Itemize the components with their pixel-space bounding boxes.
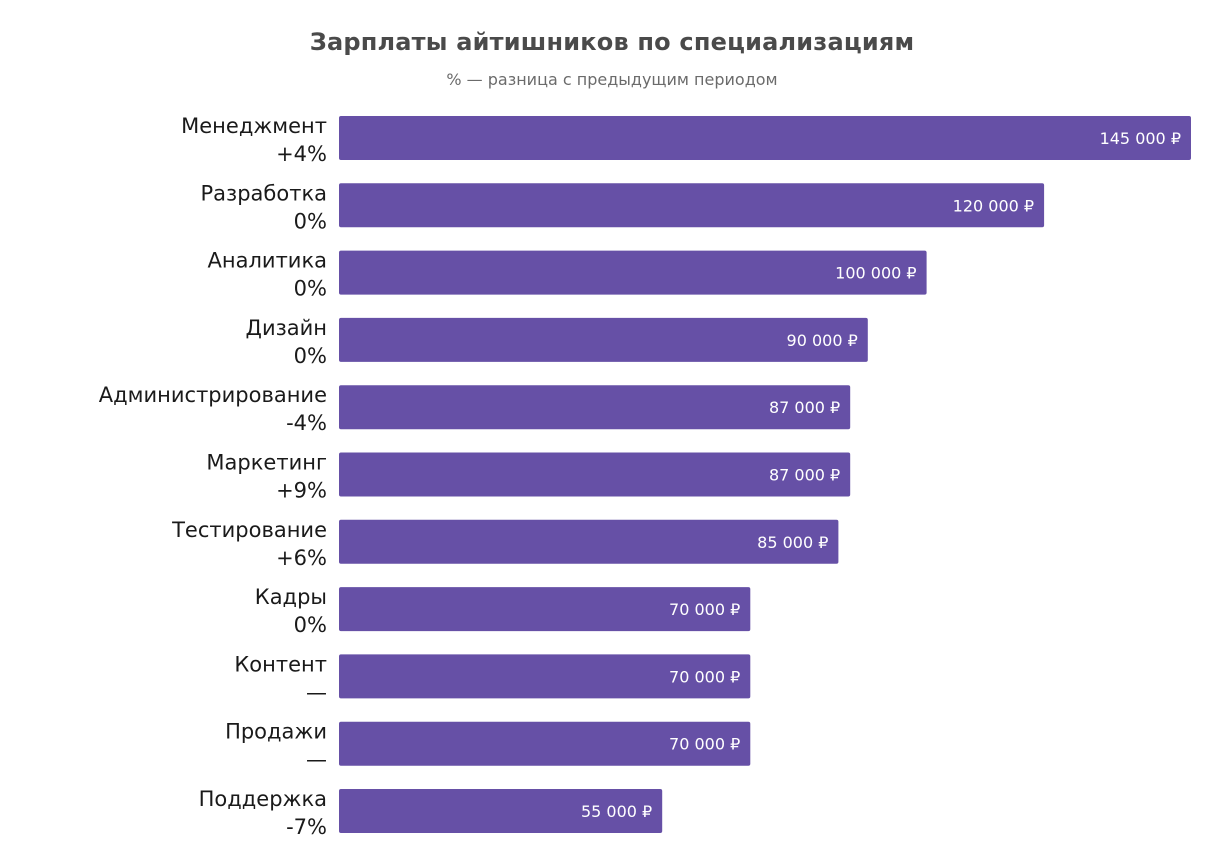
bar-value-label: 100 000 ₽: [835, 264, 916, 283]
category-label: Контент: [234, 652, 327, 676]
bar-value-label: 85 000 ₽: [757, 533, 828, 552]
bar-value-label: 70 000 ₽: [669, 600, 740, 619]
change-label: -4%: [286, 411, 327, 435]
change-label: —: [306, 680, 327, 704]
category-label: Разработка: [201, 181, 327, 205]
category-label: Продажи: [225, 720, 327, 744]
bar-value-label: 70 000 ₽: [669, 735, 740, 754]
change-label: 0%: [294, 209, 327, 233]
bar-value-label: 87 000 ₽: [769, 466, 840, 485]
change-label: -7%: [286, 815, 327, 839]
bar-6: [339, 452, 851, 497]
category-label: Дизайн: [246, 316, 327, 340]
bar-3: [339, 250, 927, 295]
bar-5: [339, 385, 851, 430]
bar-4: [339, 317, 868, 362]
bar-value-label: 120 000 ₽: [953, 196, 1034, 215]
change-label: 0%: [294, 613, 327, 637]
change-label: —: [306, 748, 327, 772]
chart-subtitle: % — разница с предыдущим периодом: [446, 70, 778, 89]
category-label: Поддержка: [199, 787, 327, 811]
bar-9: [339, 654, 751, 699]
category-label: Администрирование: [99, 383, 327, 407]
bar-2: [339, 183, 1045, 228]
bar-value-label: 145 000 ₽: [1100, 129, 1181, 148]
bar-value-label: 55 000 ₽: [581, 802, 652, 821]
bar-value-label: 90 000 ₽: [787, 331, 858, 350]
change-label: 0%: [294, 344, 327, 368]
bar-value-label: 70 000 ₽: [669, 667, 740, 686]
bar-7: [339, 519, 839, 564]
bar-1: [339, 116, 1191, 160]
bar-10: [339, 721, 751, 766]
chart-title: Зарплаты айтишников по специализациям: [309, 28, 915, 56]
category-label: Менеджмент: [181, 114, 327, 138]
bar-8: [339, 587, 751, 632]
category-label: Тестирование: [171, 518, 327, 542]
bar-11: [339, 789, 663, 833]
change-label: +6%: [276, 546, 327, 570]
category-label: Аналитика: [208, 249, 327, 273]
change-label: +4%: [276, 142, 327, 166]
change-label: +9%: [276, 479, 327, 503]
category-label: Маркетинг: [206, 451, 327, 475]
category-label: Кадры: [255, 585, 327, 609]
bar-value-label: 87 000 ₽: [769, 398, 840, 417]
change-label: 0%: [294, 277, 327, 301]
